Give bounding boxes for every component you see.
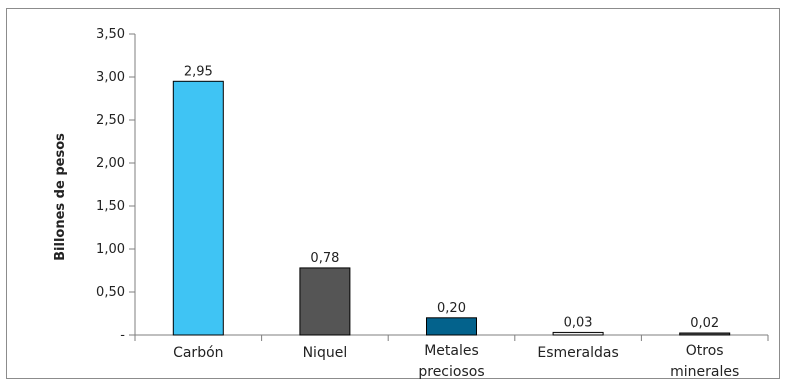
data-label: 2,95 bbox=[184, 64, 213, 79]
x-category-label: Metales bbox=[424, 343, 479, 359]
category-labels: Carbón Niquel Metales preciosos Esmeraldas Ot… bbox=[173, 343, 739, 380]
y-tick-label: 3,00 bbox=[96, 70, 125, 85]
y-tick-label: 2,50 bbox=[96, 113, 125, 128]
data-labels: 2,95 0,78 0,20 0,03 0,02 bbox=[184, 64, 719, 331]
bar bbox=[552, 331, 604, 336]
x-category-label: Niquel bbox=[303, 345, 348, 361]
chart-border bbox=[6, 8, 780, 379]
data-label: 0,03 bbox=[564, 315, 593, 330]
y-tick-label: 3,50 bbox=[96, 27, 125, 42]
y-tick-label: 1,50 bbox=[96, 199, 125, 214]
data-label: 0,78 bbox=[310, 251, 339, 266]
y-tick-label: 2,00 bbox=[96, 156, 125, 171]
bar bbox=[679, 332, 731, 336]
bar bbox=[172, 80, 224, 336]
bar bbox=[426, 317, 477, 336]
data-label: 0,20 bbox=[437, 301, 466, 316]
x-category-label: preciosos bbox=[418, 364, 484, 380]
bars bbox=[172, 80, 731, 336]
x-category-label: minerales bbox=[670, 364, 739, 380]
y-axis: - 0,50 1,00 1,50 2,00 2,50 3,00 3,50 bbox=[96, 27, 136, 343]
y-axis-title: Billones de pesos bbox=[53, 133, 68, 261]
y-tick-label: - bbox=[120, 328, 125, 343]
x-category-label: Carbón bbox=[173, 345, 223, 361]
bar bbox=[299, 267, 351, 336]
y-tick-label: 1,00 bbox=[96, 242, 125, 257]
x-category-label: Otros bbox=[686, 343, 724, 359]
x-category-label: Esmeraldas bbox=[537, 345, 618, 361]
y-tick-label: 0,50 bbox=[96, 285, 125, 300]
data-label: 0,02 bbox=[690, 316, 719, 331]
